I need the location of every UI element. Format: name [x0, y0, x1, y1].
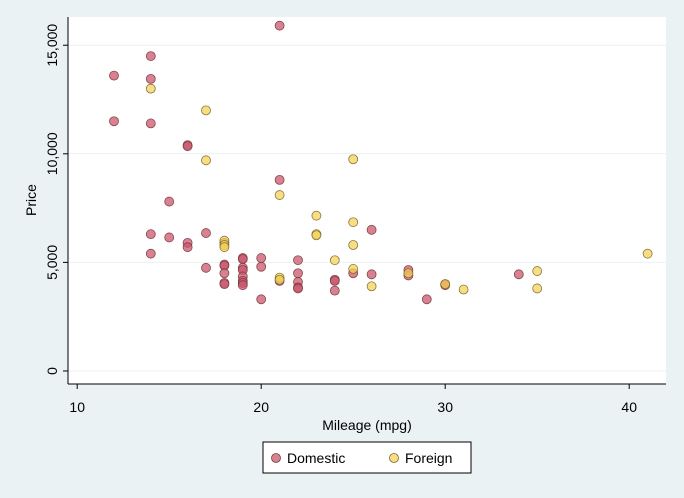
scatter-point-domestic: [164, 196, 175, 207]
scatter-point-domestic: [366, 269, 377, 280]
legend-label-domestic: Domestic: [287, 450, 345, 466]
scatter-point-foreign: [311, 230, 322, 241]
scatter-point-domestic: [293, 283, 303, 294]
scatter-point-foreign: [440, 279, 451, 290]
scatter-point-domestic: [274, 20, 285, 31]
legend-box: [262, 441, 472, 474]
x-tick-label: 10: [69, 399, 85, 415]
scatter-point-foreign: [348, 217, 359, 228]
scatter-point-foreign: [458, 284, 469, 295]
x-tick-label: 30: [437, 399, 453, 415]
scatter-point-domestic: [145, 51, 156, 61]
scatter-point-domestic: [256, 294, 267, 305]
scatter-point-domestic: [237, 254, 248, 265]
scatter-point-foreign: [348, 240, 359, 250]
scatter-point-domestic: [329, 275, 340, 286]
scatter-point-foreign: [219, 242, 230, 253]
scatter-point-domestic: [421, 294, 432, 305]
scatter-point-foreign: [311, 210, 322, 221]
scatter-point-domestic: [145, 229, 156, 240]
scatter-point-foreign: [201, 155, 211, 166]
scatter-point-domestic: [109, 70, 119, 81]
scatter-point-domestic: [145, 248, 156, 259]
legend: Domestic Foreign: [262, 441, 472, 474]
scatter-point-domestic: [145, 118, 156, 129]
scatter-point-foreign: [348, 154, 359, 165]
scatter-point-foreign: [145, 83, 156, 94]
y-tick-label: 15,000: [44, 24, 60, 67]
scatter-point-domestic: [274, 174, 285, 185]
scatter-point-foreign: [348, 264, 359, 274]
scatter-point-domestic: [219, 279, 230, 290]
scatter-point-foreign: [532, 266, 543, 276]
scatter-point-domestic: [145, 73, 156, 84]
scatter-point-domestic: [201, 228, 211, 238]
scatter-point-foreign: [329, 255, 340, 266]
grid-lines: [68, 44, 666, 372]
y-tick-label: 0: [44, 367, 60, 375]
axis-ticks: 0 5,000 10,000 15,000 10 20 30 40: [44, 24, 637, 415]
y-tick-label: 10,000: [44, 132, 60, 175]
scatter-point-foreign: [201, 105, 211, 116]
scatter-point-foreign: [274, 274, 285, 285]
legend-marker-foreign: [389, 453, 399, 463]
x-tick-label: 40: [621, 399, 637, 415]
scatter-point-foreign: [403, 268, 414, 279]
scatter-point-foreign: [274, 190, 285, 200]
x-tick-label: 20: [253, 399, 269, 415]
scatter-point-domestic: [513, 269, 524, 280]
scatter-point-domestic: [109, 116, 119, 127]
scatter-point-domestic: [182, 242, 193, 253]
scatter-point-domestic: [293, 268, 303, 279]
x-axis-label: Mileage (mpg): [322, 417, 411, 433]
scatter-point-domestic: [237, 280, 248, 291]
scatter-point-foreign: [532, 283, 543, 294]
scatter-point-domestic: [182, 141, 193, 152]
y-tick-label: 5,000: [44, 245, 60, 280]
legend-label-foreign: Foreign: [405, 450, 452, 466]
scatter-point-domestic: [201, 262, 211, 273]
scatter-point-domestic: [256, 261, 267, 272]
scatter-point-domestic: [293, 255, 303, 266]
scatter-point-domestic: [366, 224, 377, 235]
scatter-point-domestic: [329, 285, 340, 296]
legend-marker-domestic: [271, 453, 281, 463]
scatter-point-domestic: [164, 232, 175, 243]
scatter-point-domestic: [219, 268, 230, 279]
plot-area: [68, 17, 666, 384]
scatter-point-foreign: [366, 281, 377, 292]
scatter-point-domestic: [256, 253, 267, 263]
data-points: [109, 20, 653, 305]
scatter-point-foreign: [642, 248, 653, 259]
y-axis-label: Price: [23, 184, 39, 216]
